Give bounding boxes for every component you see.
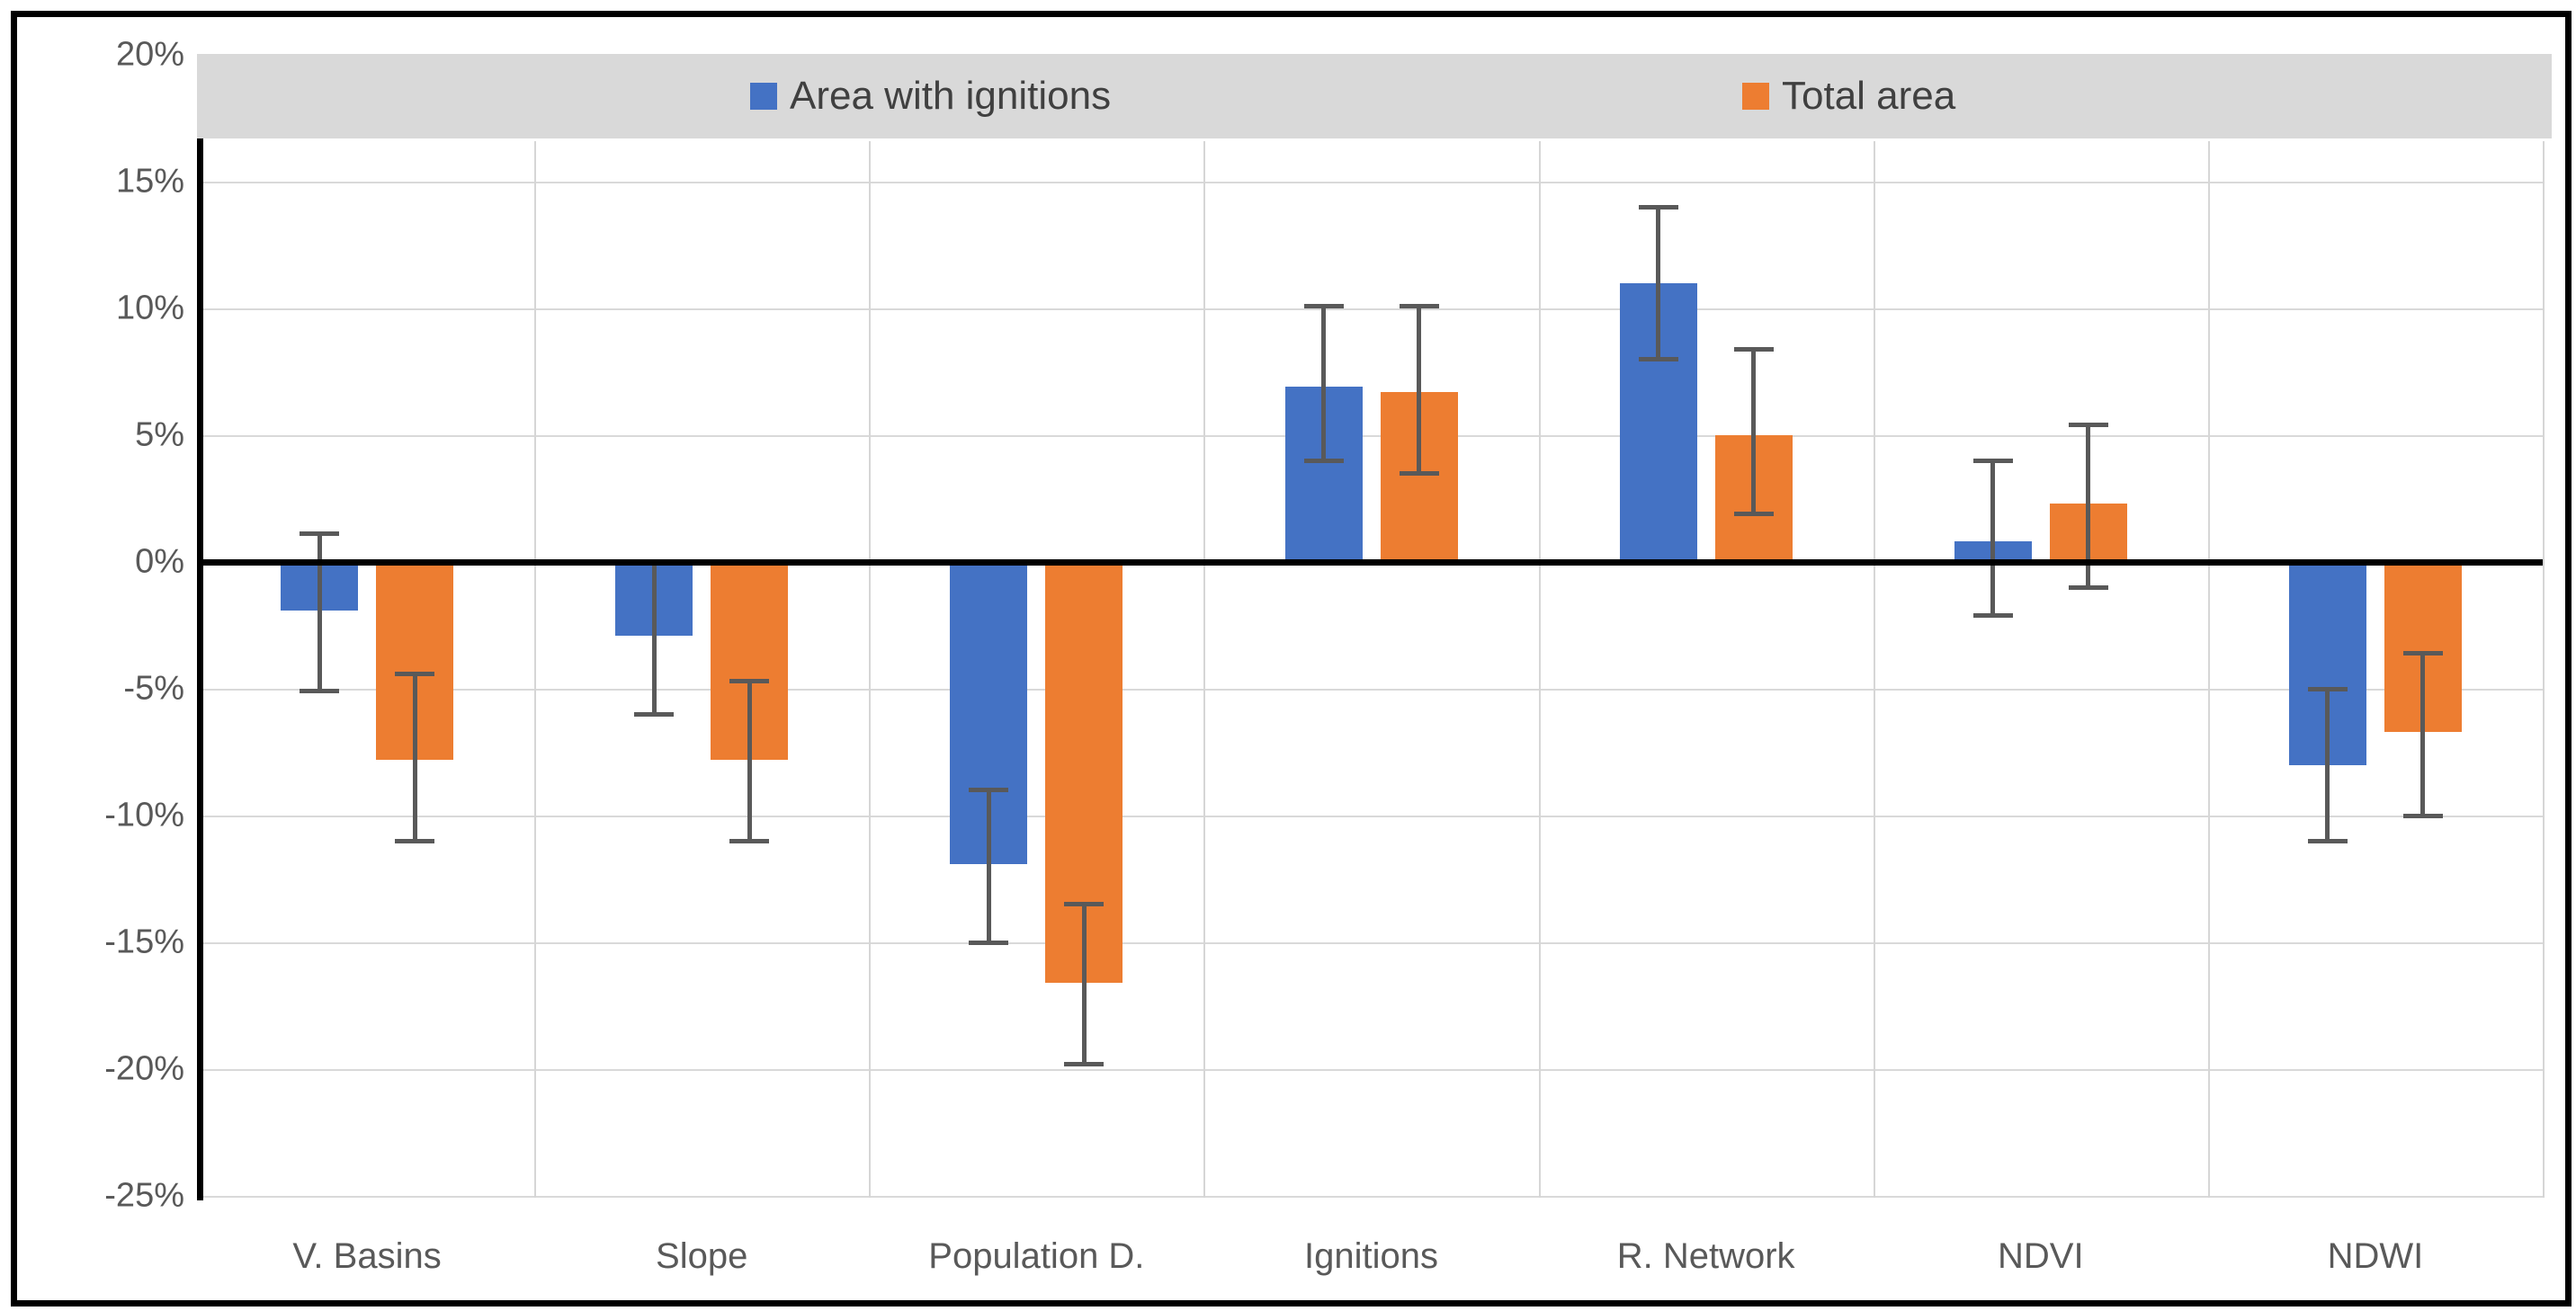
legend-swatch-blue-icon [750,83,777,110]
error-bar-line [2325,689,2330,842]
error-bar-cap [1303,458,1344,463]
zero-axis-line [197,559,2543,566]
error-bar-cap [969,788,1009,793]
error-bar-cap [969,940,1009,945]
error-bar-cap [2307,838,2348,843]
error-bar-cap [1733,511,1774,516]
error-bar-cap [729,679,770,684]
h-gridline [200,942,2543,944]
error-bar-cap [634,711,675,717]
error-bar-line [1656,207,1661,360]
error-bar-cap [300,689,340,694]
error-bar-cap [2402,651,2443,656]
x-category-label: NDVI [1997,1236,2084,1276]
error-bar-line [1081,904,1087,1065]
y-tick-label: -25% [104,1176,184,1215]
error-bar-line [412,673,417,842]
y-axis-line [197,138,203,1200]
error-bar-cap [2307,686,2348,691]
h-gridline [200,1196,2543,1198]
chart-figure: Area with ignitions Total area 20% 15% 10%… [11,11,2572,1307]
legend-swatch-orange-icon [1742,83,1769,110]
x-category-label: Ignitions [1304,1236,1438,1276]
error-bar-line [986,789,991,942]
error-bar-line [317,533,322,691]
error-bar-cap [1972,458,2013,463]
h-gridline [200,1069,2543,1071]
h-gridline [200,689,2543,691]
error-bar-line [1417,306,1421,474]
error-bar-cap [1303,303,1344,308]
legend-label: Area with ignitions [790,74,1112,118]
y-tick-label: -10% [104,796,184,834]
y-tick-label: 20% [115,35,184,74]
h-gridline [200,435,2543,437]
error-bar-line [1990,460,1996,616]
error-bar-line [2420,653,2426,816]
error-bar-line [1751,349,1757,514]
error-bar-cap [395,838,435,843]
h-gridline [200,308,2543,310]
y-tick-label: -5% [123,669,184,708]
h-gridline [200,816,2543,817]
v-gridline [1873,141,1875,1198]
error-bar-line [1321,306,1326,461]
error-bar-cap [1399,303,1439,308]
error-bar-cap [1399,470,1439,476]
error-bar-cap [300,531,340,537]
legend-item-area-with-ignitions: Area with ignitions [750,54,1111,138]
error-bar-cap [1638,204,1678,210]
error-bar-cap [1972,612,2013,618]
error-bar-cap [395,671,435,676]
error-bar-line [651,562,657,715]
error-bar-cap [1638,356,1678,361]
error-bar-cap [1733,346,1774,352]
error-bar-line [747,681,752,842]
legend-label: Total area [1782,74,1956,118]
x-category-label: NDWI [2327,1236,2424,1276]
x-category-label: V. Basins [292,1236,442,1276]
y-tick-label: 10% [115,289,184,327]
error-bar-line [2086,424,2091,588]
v-gridline [2207,141,2210,1198]
y-tick-label: 5% [135,415,184,454]
legend-item-total-area: Total area [1742,54,1955,138]
error-bar-cap [2402,813,2443,818]
y-tick-label: -15% [104,923,184,961]
h-gridline [200,182,2543,183]
x-category-label: R. Network [1616,1236,1795,1276]
v-gridline [869,141,872,1198]
v-gridline [1538,141,1541,1198]
error-bar-cap [729,838,770,843]
legend-band: Area with ignitions Total area [197,54,2552,138]
y-tick-label: 15% [115,162,184,201]
error-bar-cap [1064,902,1105,907]
error-bar-cap [2068,423,2108,428]
x-category-label: Population D. [928,1236,1145,1276]
y-tick-label: 0% [135,542,184,581]
v-gridline [534,141,537,1198]
error-bar-cap [1064,1061,1105,1066]
y-tick-label: -20% [104,1049,184,1088]
x-category-label: Slope [656,1236,748,1276]
v-gridline [1203,141,1206,1198]
v-gridline [2543,141,2545,1198]
error-bar-cap [2068,584,2108,590]
